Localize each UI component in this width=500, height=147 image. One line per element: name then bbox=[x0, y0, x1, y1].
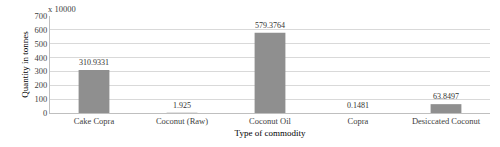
svg-text:x 10000: x 10000 bbox=[48, 4, 76, 14]
svg-text:Desiccated Coconut: Desiccated Coconut bbox=[412, 116, 481, 126]
svg-text:Cake Copra: Cake Copra bbox=[74, 116, 115, 126]
svg-text:400: 400 bbox=[35, 53, 48, 63]
svg-text:100: 100 bbox=[35, 94, 48, 104]
svg-text:1.925: 1.925 bbox=[173, 101, 191, 110]
svg-text:Coconut (Raw): Coconut (Raw) bbox=[156, 116, 208, 126]
svg-text:500: 500 bbox=[35, 39, 48, 49]
svg-text:0: 0 bbox=[43, 108, 47, 118]
svg-text:579.3764: 579.3764 bbox=[255, 21, 285, 30]
svg-text:Type of commodity: Type of commodity bbox=[235, 128, 306, 138]
svg-text:600: 600 bbox=[35, 25, 48, 35]
svg-text:300: 300 bbox=[35, 66, 48, 76]
svg-text:Quantity in tonnes: Quantity in tonnes bbox=[20, 31, 30, 98]
svg-text:700: 700 bbox=[35, 11, 48, 21]
svg-text:310.9331: 310.9331 bbox=[79, 58, 109, 67]
svg-text:Copra: Copra bbox=[348, 116, 369, 126]
svg-text:63.8497: 63.8497 bbox=[433, 92, 459, 101]
svg-text:200: 200 bbox=[35, 80, 48, 90]
svg-text:Coconut Oil: Coconut Oil bbox=[249, 116, 291, 126]
svg-text:0.1481: 0.1481 bbox=[347, 101, 369, 110]
